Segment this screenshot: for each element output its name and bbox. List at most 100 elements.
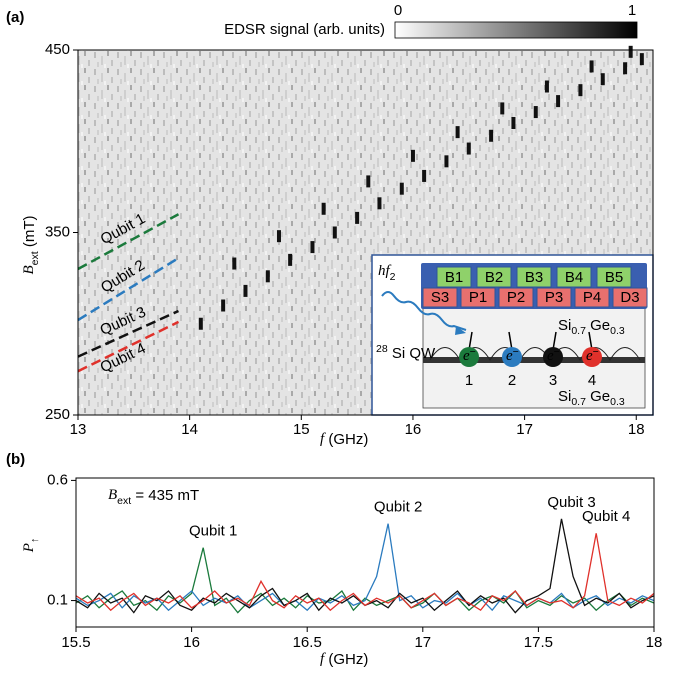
y-axis-label-part: P [21,543,37,553]
resonance-spot [221,299,226,312]
photon-label: hf2 [378,263,396,282]
x-tick-label: 14 [181,421,198,438]
x-tick-label: 17.5 [524,634,553,651]
x-tick-label: 16 [183,634,200,651]
barrier-gate [516,266,552,288]
dot-number: 1 [465,372,473,389]
resonance-spot [544,80,549,93]
x-tick-label: 16 [405,421,422,438]
layer-label-part: 0.7 [571,325,586,337]
resonance-spot [600,73,605,86]
barrier-gate-label: B3 [525,269,543,286]
electron [502,347,522,367]
spin-arrow [552,331,557,351]
resonance-spot [310,241,315,254]
photon-label-part: 2 [390,271,396,283]
colorbar-tick-label: 1 [628,2,636,19]
layer-label: Si0.7 Ge0.3 [558,388,625,408]
well-label-part: Si QW [388,345,436,362]
x-axis-label: f (GHz) [320,431,368,448]
photon-arrow [455,326,466,335]
photon-wave [381,291,467,331]
barrier-gate-label: B2 [485,269,503,286]
plunger-gate [460,287,496,308]
resonance-spot [232,257,237,270]
colorbar-tick-label: 0 [394,2,402,19]
y-axis-label: Bext (mT) [21,215,41,274]
resonance-spot [623,62,628,75]
electron-label-part: − [593,346,599,358]
x-tick-label: 15 [293,421,310,438]
layer-label-part: Ge [586,317,610,334]
layer-label-part: 0.3 [610,396,625,408]
electron-label: e− [586,346,599,365]
x-tick-label: 13 [70,421,87,438]
electron-label-part: e [506,348,513,364]
resonance-spot [355,211,360,224]
y-axis-label-part: B [21,265,37,274]
barrier-gate-label: B5 [605,269,623,286]
plunger-gate [536,287,572,308]
electron-label-part: e [586,348,593,364]
x-tick-label: 18 [646,634,663,651]
electron [582,347,602,367]
resonance-spot [466,142,471,155]
resonance-spot [628,45,633,58]
dot-number: 3 [549,372,557,389]
x-tick-label: 18 [628,421,645,438]
x-tick-label: 16.5 [293,634,322,651]
plunger-gate-label: P1 [469,289,487,306]
well-label-part: 28 [376,343,388,355]
resonance-spot [332,226,337,239]
resonance-spot [500,102,505,115]
plunger-gate [574,287,610,308]
spin-arrow [508,331,513,351]
annotation-part: B [108,487,117,503]
plunger-gate-label: P3 [545,289,563,306]
resonance-spot [377,197,382,210]
resonance-spot [265,270,270,283]
dot-number: 2 [508,372,516,389]
y-axis-label: P↑ [21,538,40,553]
plot-frame [75,477,655,628]
resonance-spot [288,253,293,266]
qubit-fit [77,320,180,373]
resonance-spot [422,169,427,182]
x-axis-label-part: (GHz) [324,651,368,668]
peak-label: Qubit 4 [582,508,630,525]
resonance-spot [639,53,644,66]
resonance-spot [399,182,404,195]
layer-label-part: Si [558,388,571,405]
plunger-gate [498,287,534,308]
spin-arrow [588,331,593,351]
panel-label: (a) [6,9,24,26]
barrier-gate-label: B4 [565,269,583,286]
inset-diagram: B1 B2 B3 B4 B5 S3 P1 P2 P3 P4 D3 1 2 3 4 [371,254,654,416]
x-axis-label-part: (GHz) [324,431,368,448]
resonance-spot [489,129,494,142]
annotation-part: ext [117,495,131,507]
layer-label-part: 0.7 [571,396,586,408]
resonance-spot [533,106,538,119]
annotation-part: = 435 mT [131,487,199,504]
electron-label-part: − [513,346,519,358]
y-tick-label: 350 [45,223,70,240]
y-tick-label: 0.1 [47,592,68,609]
barrier-gate-label: B1 [445,269,463,286]
resonance-spot [511,117,516,129]
electron-label-part: − [470,346,476,358]
plunger-gate-label: S3 [431,289,449,306]
qubit-fit [77,213,180,271]
spin-arrow [468,331,473,351]
qubit-fit [77,256,180,322]
barrier-gate [596,266,632,288]
electron-label-part: e [463,348,470,364]
x-tick-label: 17 [414,634,431,651]
panel-label: (b) [6,451,25,468]
electron [459,347,479,367]
peak-label: Qubit 1 [189,523,237,540]
x-axis-label-part: f [320,651,326,667]
well-label: 28 Si QW [376,343,436,362]
plunger-gate-label: D3 [620,289,639,306]
